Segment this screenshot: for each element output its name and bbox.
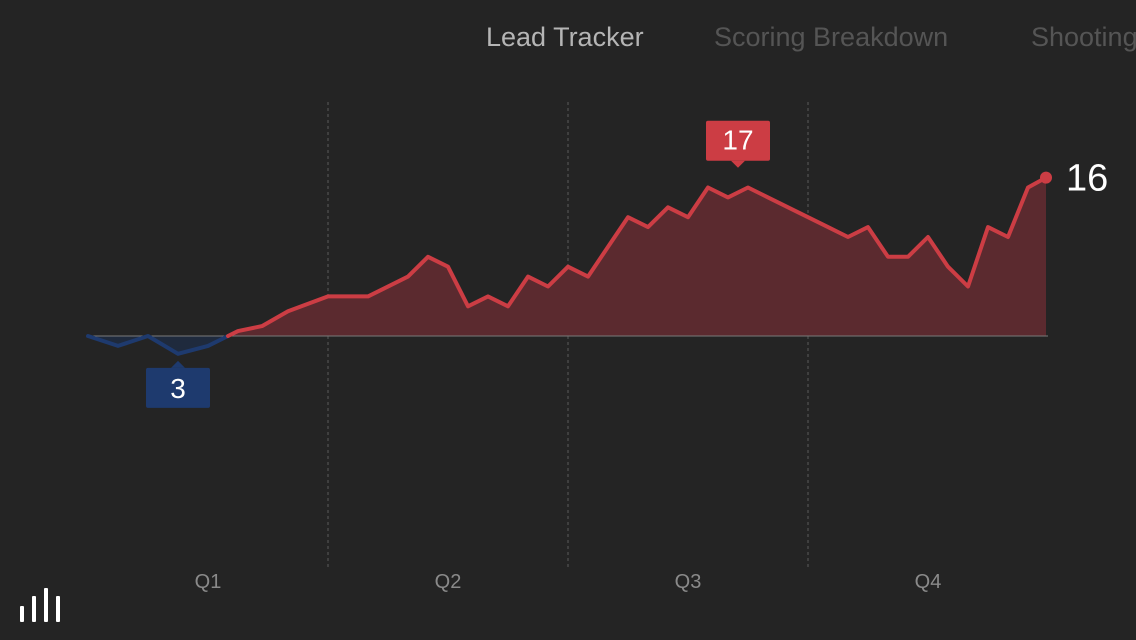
quarter-label-q2: Q2 (435, 571, 462, 593)
away-lead-line (86, 334, 230, 356)
tab-bar: Lead Tracker Scoring Breakdown Shooting (0, 20, 1136, 56)
max-lead-badge-away (146, 367, 210, 408)
quarter-label-q1: Q1 (195, 571, 222, 593)
tab-shooting[interactable]: Shooting (1031, 22, 1136, 52)
current-lead-dot (1040, 171, 1052, 184)
quarter-label-q3: Q3 (675, 571, 702, 593)
home-lead-line (226, 175, 1048, 338)
current-lead-value: 16 (1066, 158, 1108, 200)
max-lead-badge-home (706, 120, 770, 161)
away-lead-area (88, 336, 1046, 354)
quarter-label-q4: Q4 (915, 571, 942, 593)
max-lead-badge-pointer (731, 160, 745, 168)
max-lead-badge-pointer (171, 360, 185, 368)
bars-menu-icon[interactable] (18, 578, 64, 622)
max-lead-value-home: 17 (722, 125, 753, 156)
tab-scoring-breakdown[interactable]: Scoring Breakdown (714, 22, 949, 52)
tab-lead-tracker[interactable]: Lead Tracker (486, 22, 644, 52)
max-lead-value-away: 3 (170, 373, 186, 404)
